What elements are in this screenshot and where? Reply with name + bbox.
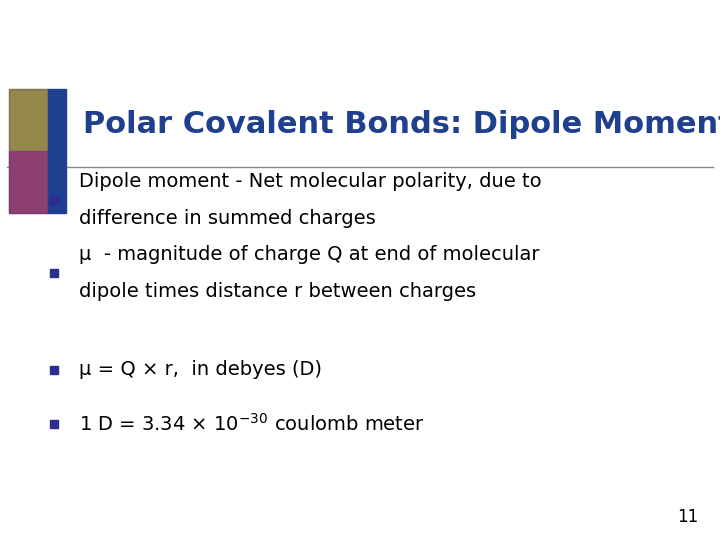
Text: 1 D = 3.34 $\times$ 10$^{-30}$ coulomb meter: 1 D = 3.34 $\times$ 10$^{-30}$ coulomb m… [79, 413, 425, 435]
Text: 11: 11 [677, 509, 698, 526]
Text: Dipole moment - Net molecular polarity, due to: Dipole moment - Net molecular polarity, … [79, 172, 542, 192]
Text: Polar Covalent Bonds: Dipole Moments: Polar Covalent Bonds: Dipole Moments [83, 110, 720, 139]
Bar [48, 89, 66, 213]
Bar [9, 89, 48, 151]
Text: μ  - magnitude of charge Q at end of molecular: μ - magnitude of charge Q at end of mole… [79, 245, 540, 265]
Bar [9, 151, 48, 213]
Text: difference in summed charges: difference in summed charges [79, 209, 376, 228]
Bar [9, 89, 48, 213]
Text: μ = Q × r,  in debyes (D): μ = Q × r, in debyes (D) [79, 360, 323, 380]
Text: dipole times distance r between charges: dipole times distance r between charges [79, 282, 477, 301]
